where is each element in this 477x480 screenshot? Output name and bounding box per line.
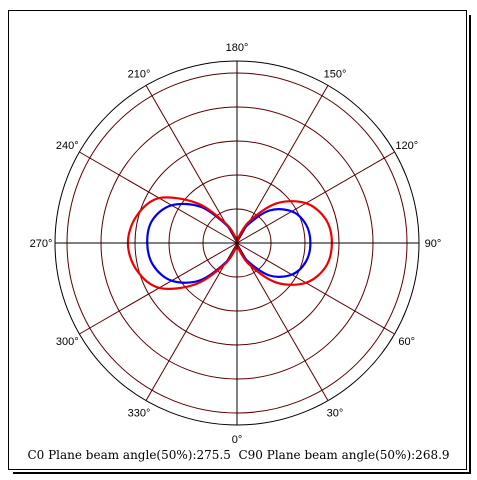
angle-label: 0° xyxy=(232,434,243,446)
main-axes xyxy=(55,61,419,425)
grid-spoke xyxy=(236,242,329,401)
angle-label: 240° xyxy=(56,140,79,152)
beam-angle-caption: C0 Plane beam angle(50%):275.5 C90 Plane… xyxy=(27,448,450,462)
angle-label: 150° xyxy=(324,68,347,80)
angle-label: 300° xyxy=(56,336,79,348)
angle-label: 330° xyxy=(128,408,151,420)
grid-spoke xyxy=(236,242,395,335)
grid-spoke xyxy=(145,242,238,401)
angle-label: 60° xyxy=(398,336,415,348)
angle-label: 30° xyxy=(327,408,344,420)
grid-spoke xyxy=(236,85,329,244)
angle-labels: 0° 30° 60° 90° 120° 150° 180° 210° 240° 270° 300° 3… xyxy=(30,42,442,446)
angle-label: 90° xyxy=(425,238,442,250)
angle-label: 180° xyxy=(226,42,249,54)
angle-label: 270° xyxy=(30,238,53,250)
angle-label: 120° xyxy=(395,140,418,152)
grid-spoke xyxy=(145,85,238,244)
angle-label: 210° xyxy=(128,68,151,80)
grid-spoke xyxy=(236,151,395,244)
